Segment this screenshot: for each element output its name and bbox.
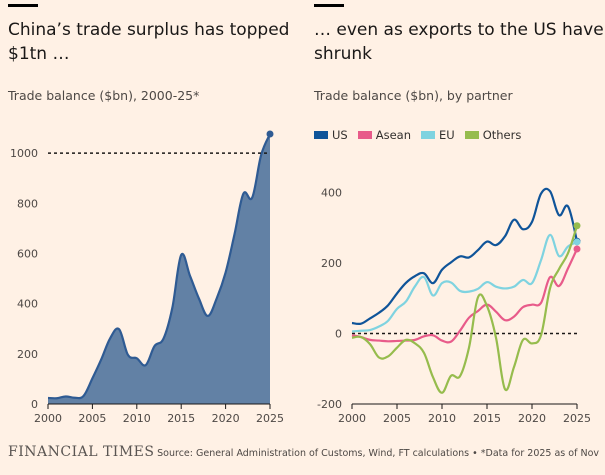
legend-swatch-us: [314, 131, 328, 139]
right-endpoint-others: [573, 222, 581, 230]
right-headline: … even as exports to the US have shrunk: [314, 20, 604, 64]
legend-item-eu: EU: [421, 128, 455, 142]
left-y-tick-label: 600: [17, 247, 38, 260]
left-headline: China’s trade surplus has topped $1tn …: [8, 20, 290, 64]
legend-label-us: US: [332, 128, 348, 142]
right-endpoint-eu: [573, 238, 581, 246]
right-y-tick-label: 400: [321, 187, 342, 200]
left-y-tick-label: 1000: [10, 147, 38, 160]
left-x-tick-label: 2020: [212, 412, 240, 425]
legend-label-asean: Asean: [375, 128, 411, 142]
right-series-line-asean: [351, 248, 578, 344]
right-series-line-others: [351, 225, 579, 394]
left-y-tick-label: 400: [17, 298, 38, 311]
left-x-tick-label: 2025: [256, 412, 284, 425]
right-y-tick-label: 0: [335, 328, 342, 341]
right-x-tick-label: 2020: [518, 412, 546, 425]
right-x-tick-label: 2000: [338, 412, 366, 425]
legend-item-asean: Asean: [357, 128, 411, 142]
left-y-tick-label: 0: [31, 398, 38, 411]
right-x-tick-label: 2010: [428, 412, 456, 425]
left-y-tick-label: 200: [17, 348, 38, 361]
legend-swatch-asean: [357, 131, 372, 139]
legend-item-us: US: [314, 128, 348, 142]
legend-item-others: Others: [464, 128, 522, 142]
left-endpoint-marker: [266, 130, 274, 138]
right-series-line-eu: [351, 233, 578, 333]
source-note: Source: General Administration of Custom…: [157, 448, 599, 459]
left-top-rule: [8, 4, 38, 7]
right-endpoint-asean: [573, 245, 581, 253]
left-subtitle: Trade balance ($bn), 2000-25*: [8, 88, 200, 103]
right-x-tick-label: 2005: [383, 412, 411, 425]
left-x-tick-label: 2010: [123, 412, 151, 425]
legend-label-others: Others: [482, 128, 522, 142]
left-area-line: [47, 133, 272, 400]
left-x-tick-label: 2005: [78, 412, 106, 425]
right-top-rule: [314, 4, 344, 7]
right-series-line-us: [351, 187, 579, 326]
left-x-tick-label: 2015: [167, 412, 195, 425]
right-subtitle: Trade balance ($bn), by partner: [314, 88, 513, 103]
ft-logo: FINANCIAL TIMES: [8, 444, 155, 460]
right-x-tick-label: 2015: [473, 412, 501, 425]
right-x-tick-label: 2025: [563, 412, 591, 425]
right-y-tick-label: -200: [317, 398, 342, 411]
legend-label-eu: EU: [439, 128, 455, 142]
right-chart-legend: US Asean EU Others: [314, 128, 521, 142]
legend-swatch-eu: [421, 131, 435, 139]
right-y-tick-label: 200: [321, 257, 342, 270]
legend-swatch-others: [464, 131, 479, 139]
left-y-tick-label: 800: [17, 197, 38, 210]
left-x-tick-label: 2000: [34, 412, 62, 425]
left-area-fill: [48, 134, 270, 404]
